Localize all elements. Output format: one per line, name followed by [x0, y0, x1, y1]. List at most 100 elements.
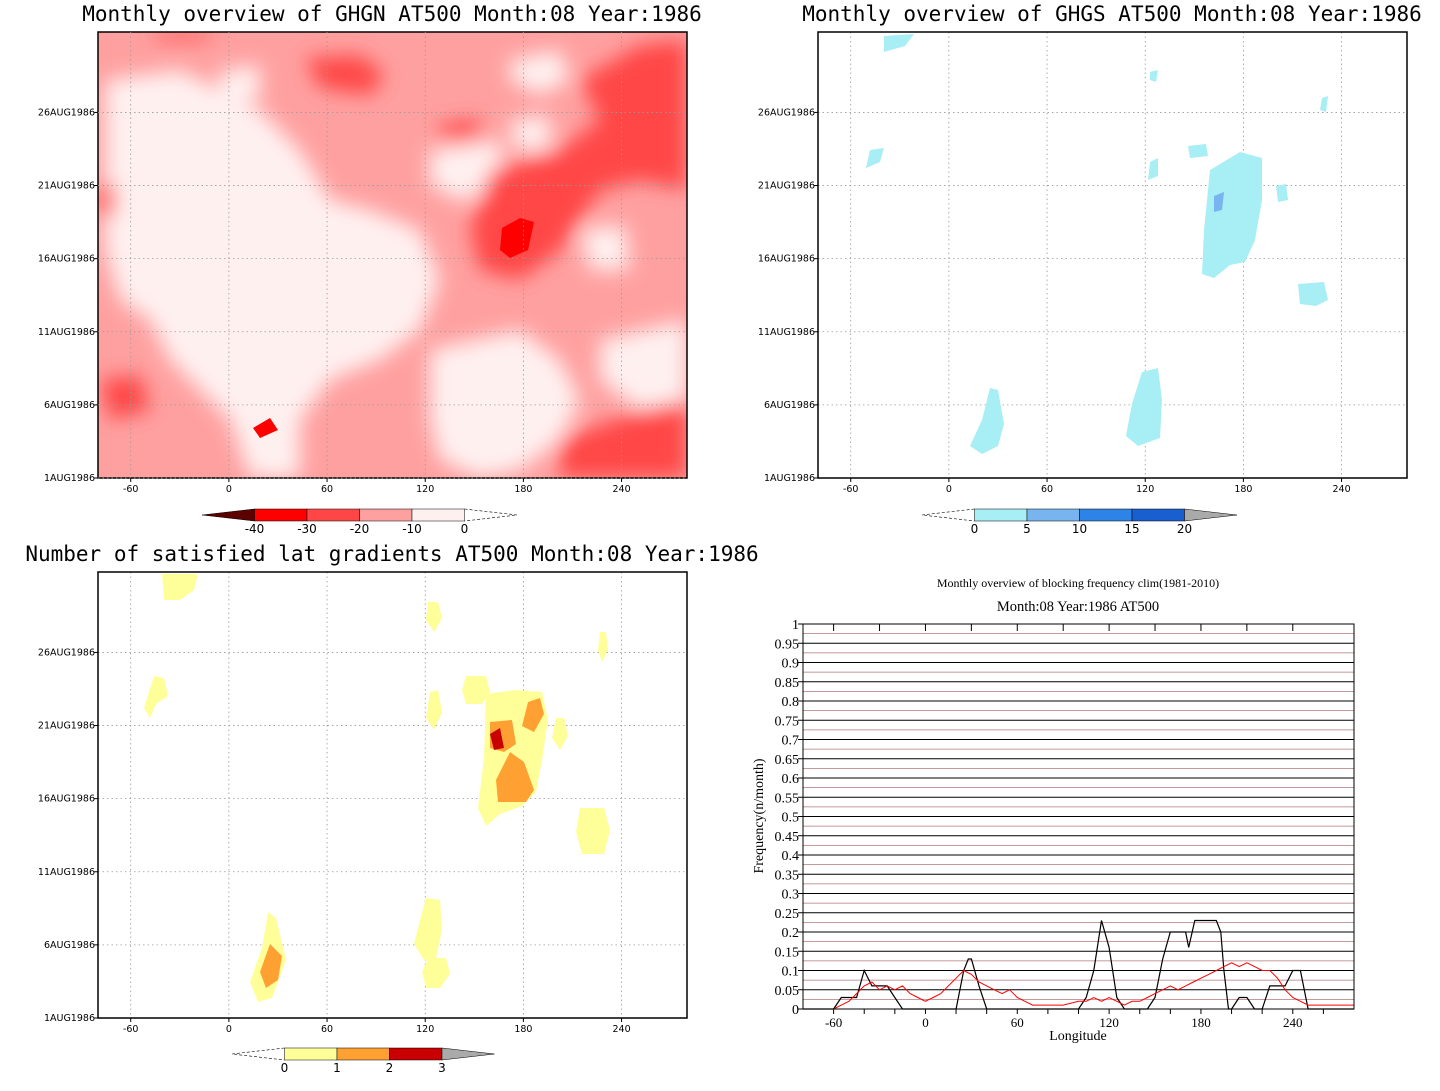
y-tick-label: 1AUG1986 [44, 1013, 95, 1024]
x-tick-label: 120 [1099, 1015, 1119, 1030]
y-tick-label: 0.9 [782, 657, 800, 672]
blocking-y-axis: 0 0.05 0.1 0.15 0.2 0.25 0.3 0.35 0.4 0.45 0.5 0.55… [775, 618, 803, 1018]
y-tick-label: 6AUG1986 [764, 400, 815, 411]
x-tick-label: 240 [612, 484, 630, 495]
colorbar-segment [1131, 508, 1185, 522]
ghgs-region-1 [884, 34, 914, 52]
blocking-title: Monthly overview of blocking frequency c… [937, 576, 1219, 590]
gradients-base [98, 572, 687, 1018]
ghgs-region-6 [1148, 158, 1158, 180]
x-tick-label: 60 [1041, 484, 1053, 495]
ghgn-mid-region-2 [580, 40, 687, 130]
ghgs-region-12 [1126, 368, 1162, 446]
ghgn-mid-region-3 [560, 400, 687, 478]
colorbar-label: 3 [438, 1061, 446, 1075]
colorbar-segment [359, 508, 413, 522]
x-tick-label: 0 [946, 484, 952, 495]
gradients-y-axis: 1AUG1986 6AUG1986 11AUG1986 16AUG1986 21AUG1… [38, 647, 98, 1024]
ghgn-x-axis: -60 0 60 120 180 240 [123, 478, 631, 495]
colorbar-high-triangle [441, 1047, 495, 1061]
x-tick-label: -60 [843, 484, 859, 495]
y-tick-label: 0 [792, 1003, 799, 1018]
y-tick-label: 0.1 [782, 965, 800, 980]
grad-region-15 [496, 752, 534, 802]
x-tick-label: 0 [922, 1015, 929, 1030]
y-tick-label: 11AUG1986 [38, 867, 95, 878]
ghgn-light-region-1 [105, 70, 440, 478]
y-tick-label: 21AUG1986 [38, 721, 95, 732]
ghgn-y-axis: 1AUG1986 6AUG1986 11AUG1986 16AUG1986 21AUG1… [38, 107, 98, 484]
gradients-x-axis: -60 0 60 120 180 240 [123, 1018, 631, 1035]
y-tick-label: 1AUG1986 [764, 473, 815, 484]
y-tick-label: 0.8 [782, 695, 800, 710]
blocking-x-axis: -60 0 60 120 180 240 [825, 624, 1324, 1030]
ghgn-title: Monthly overview of GHGN AT500 Month:08 … [82, 2, 702, 26]
y-tick-label: 16AUG1986 [758, 254, 815, 265]
ghgs-region-11 [970, 388, 1004, 454]
ghgn-colorbar: -40 -30 -20 -10 0 [201, 508, 518, 536]
y-tick-label: 1AUG1986 [44, 473, 95, 484]
y-tick-label: 0.95 [775, 637, 800, 652]
x-tick-label: 0 [226, 1024, 232, 1035]
x-tick-label: -60 [123, 484, 139, 495]
ghgs-region-9 [1276, 184, 1288, 202]
y-tick-label: 0.35 [775, 868, 800, 883]
ghgs-region-5 [1188, 144, 1208, 158]
ghgn-light-region-5 [220, 65, 260, 100]
colorbar-label: 1 [333, 1061, 341, 1075]
y-tick-label: 21AUG1986 [38, 181, 95, 192]
ghgs-frame [817, 31, 1408, 479]
ghgs-region-4 [866, 148, 884, 168]
y-tick-label: 0.15 [775, 945, 800, 960]
colorbar-segment [254, 508, 308, 522]
colorbar-segment [306, 508, 360, 522]
colorbar-label: 2 [386, 1061, 394, 1075]
ghgs-x-axis: -60 0 60 120 180 240 [843, 478, 1351, 495]
blocking-subtitle: Month:08 Year:1986 AT500 [997, 599, 1159, 615]
panel-blocking-frequency: Monthly overview of blocking frequency c… [752, 576, 1355, 1044]
series-line-black [803, 919, 1354, 1010]
ghgs-region-10 [1298, 282, 1328, 306]
y-tick-label: 0.4 [782, 849, 800, 864]
x-tick-label: 120 [416, 1024, 434, 1035]
colorbar-segment [974, 508, 1028, 522]
ghgs-base [818, 32, 1407, 478]
y-tick-label: 0.7 [782, 734, 800, 749]
grad-region-2 [426, 602, 442, 632]
x-tick-label: 180 [1234, 484, 1252, 495]
grad-region-14 [522, 698, 544, 732]
colorbar-label: 5 [1023, 522, 1031, 536]
x-tick-label: 0 [226, 484, 232, 495]
y-tick-label: 0.65 [775, 753, 800, 768]
colorbar-segment [284, 1047, 338, 1061]
x-tick-label: 180 [514, 484, 532, 495]
x-tick-label: -60 [825, 1015, 842, 1030]
x-tick-label: 180 [1191, 1015, 1211, 1030]
colorbar-label: -40 [245, 522, 265, 536]
ghgs-region-3 [1320, 96, 1328, 112]
x-tick-label: -60 [123, 1024, 139, 1035]
y-tick-label: 21AUG1986 [758, 181, 815, 192]
y-tick-label: 26AUG1986 [758, 107, 815, 118]
y-tick-label: 0.2 [782, 926, 800, 941]
grad-region-6 [426, 690, 442, 730]
ghgs-region-7 [1202, 152, 1262, 278]
y-tick-label: 1 [792, 618, 799, 633]
colorbar-label: 0 [971, 522, 979, 536]
ghgn-core-region [500, 218, 534, 258]
colorbar-label: 20 [1177, 522, 1192, 536]
y-tick-label: 0.25 [775, 907, 800, 922]
x-tick-label: 120 [1136, 484, 1154, 495]
ghgn-field [98, 32, 687, 478]
ghgn-grid [98, 32, 687, 479]
blocking-ylabel: Frequency(n/month) [752, 758, 767, 873]
x-tick-label: 240 [1332, 484, 1350, 495]
x-tick-label: 60 [1011, 1015, 1024, 1030]
ghgs-title: Monthly overview of GHGS AT500 Month:08 … [802, 2, 1422, 26]
y-tick-label: 0.5 [782, 811, 800, 826]
x-tick-label: 240 [1283, 1015, 1303, 1030]
y-tick-label: 16AUG1986 [38, 794, 95, 805]
colorbar-label: 0 [461, 522, 469, 536]
y-tick-label: 0.3 [782, 888, 800, 903]
